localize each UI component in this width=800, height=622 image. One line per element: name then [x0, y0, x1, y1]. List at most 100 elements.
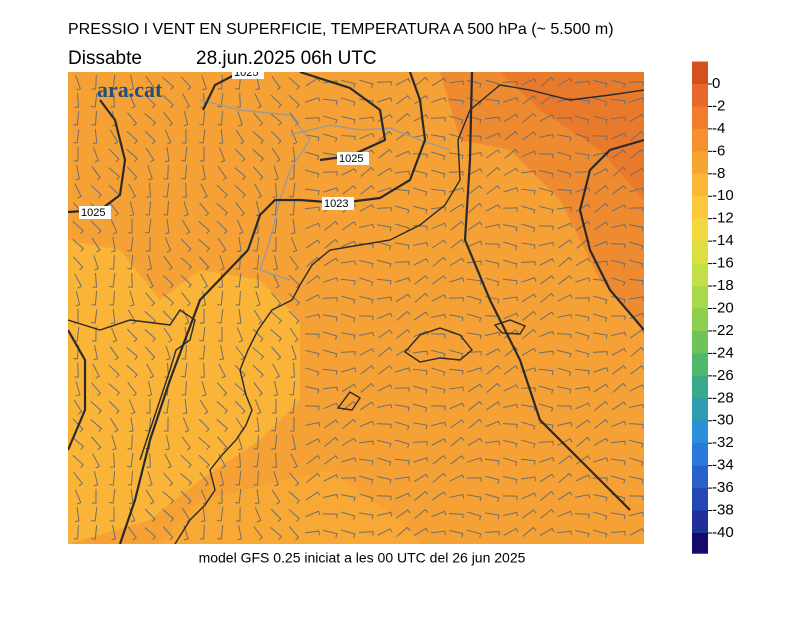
wind-barb: [305, 510, 321, 518]
wind-barb: [270, 329, 282, 342]
wind-barb: [593, 97, 608, 107]
colorbar-label: -32: [712, 434, 734, 451]
wind-barb: [236, 327, 244, 343]
wind-barb: [273, 471, 279, 487]
wind-barb: [413, 330, 429, 338]
wind-barb: [181, 344, 187, 360]
wind-barb: [341, 511, 356, 520]
wind-barb: [128, 93, 136, 109]
wind-barb: [271, 398, 277, 414]
title: PRESSIO I VENT EN SUPERFICIE, TEMPERATUR…: [68, 21, 614, 38]
wind-barb: [92, 272, 98, 288]
wind-barb: [217, 436, 228, 451]
wind-barb: [218, 128, 224, 144]
day: Dissabte: [68, 48, 142, 69]
wind-barb: [485, 259, 500, 268]
wind-barb: [110, 327, 118, 343]
wind-barb: [181, 219, 191, 235]
wind-barb: [558, 256, 573, 267]
wind-barb: [520, 170, 536, 176]
wind-barb: [630, 130, 644, 141]
wind-barb: [395, 421, 410, 430]
wind-barb: [273, 381, 279, 397]
wind-barb: [236, 452, 241, 468]
colorbar: 0 -2 -4 -6 -8 -10 -12 -14 -16 -18 -20 -22 -24 -26 -28 -…: [692, 61, 734, 554]
wind-barb: [198, 220, 210, 234]
wind-barb: [611, 475, 626, 484]
wind-barb: [110, 92, 115, 108]
wind-barb: [414, 292, 429, 303]
wind-barb: [540, 490, 555, 501]
wind-barb: [449, 314, 464, 322]
wind-barb: [612, 166, 627, 177]
wind-barb: [413, 422, 428, 430]
wind-barb: [323, 474, 339, 482]
wind-barb: [486, 185, 501, 195]
wind-barb: [74, 273, 83, 289]
wind-barb: [271, 200, 278, 216]
wind-barb: [306, 275, 321, 285]
wind-barb: [610, 98, 626, 105]
wind-barb: [395, 131, 411, 141]
wind-barb: [219, 471, 225, 487]
isobar: [118, 249, 249, 544]
wind-barb: [413, 403, 428, 412]
wind-barb: [199, 399, 209, 415]
wind-barb: [630, 365, 644, 375]
wind-barb: [288, 274, 300, 289]
wind-barb: [574, 80, 590, 86]
colorbar-swatch: [692, 353, 708, 377]
wind-barb: [448, 171, 464, 176]
wind-barb: [237, 435, 243, 451]
wind-barb: [612, 185, 627, 195]
wind-barb: [448, 80, 464, 86]
wind-barb: [91, 308, 98, 324]
wind-barb: [273, 255, 279, 271]
wind-barb: [450, 455, 465, 465]
colorbar-label: -18: [712, 277, 734, 294]
wind-barb: [74, 92, 80, 108]
wind-barb: [502, 495, 518, 501]
wind-barb: [593, 511, 608, 521]
wind-barb: [503, 259, 518, 268]
wind-barb: [181, 436, 191, 451]
wind-barb: [74, 362, 79, 378]
wind-barb: [200, 308, 205, 324]
wind-barb: [304, 206, 320, 212]
wind-barb: [73, 399, 83, 415]
wind-barb: [272, 273, 280, 289]
wind-barb: [90, 184, 102, 199]
wind-barb: [628, 423, 644, 429]
wind-barb: [413, 385, 428, 394]
wind-barb: [431, 367, 446, 377]
wind-barb: [522, 310, 537, 321]
wind-barb: [163, 256, 173, 271]
wind-barb: [611, 401, 627, 411]
wind-barb: [341, 79, 356, 88]
wind-barb: [162, 491, 174, 504]
colorbar-swatch: [692, 533, 708, 554]
wind-barb: [521, 150, 537, 158]
island: [493, 319, 527, 335]
wind-barb: [377, 259, 392, 268]
wind-barb: [485, 277, 500, 287]
wind-barb: [163, 112, 174, 127]
wind-barb: [181, 362, 188, 378]
wind-barb: [576, 220, 591, 231]
wind-barb: [198, 418, 210, 433]
wind-barb: [72, 418, 84, 433]
wind-barb: [431, 510, 447, 518]
wind-barb: [538, 225, 554, 231]
wind-barb: [109, 74, 116, 90]
colorbar-label: -36: [712, 479, 734, 496]
wind-barb: [395, 78, 411, 86]
wind-barb: [271, 76, 281, 91]
isobar: [68, 329, 87, 451]
colorbar-swatch: [692, 128, 708, 152]
wind-barb: [467, 240, 483, 248]
temperature-field: [500, 72, 644, 200]
wind-barb: [90, 400, 102, 414]
wind-barb: [91, 74, 97, 90]
colorbar-swatch: [692, 420, 708, 444]
wind-barb: [270, 113, 283, 126]
